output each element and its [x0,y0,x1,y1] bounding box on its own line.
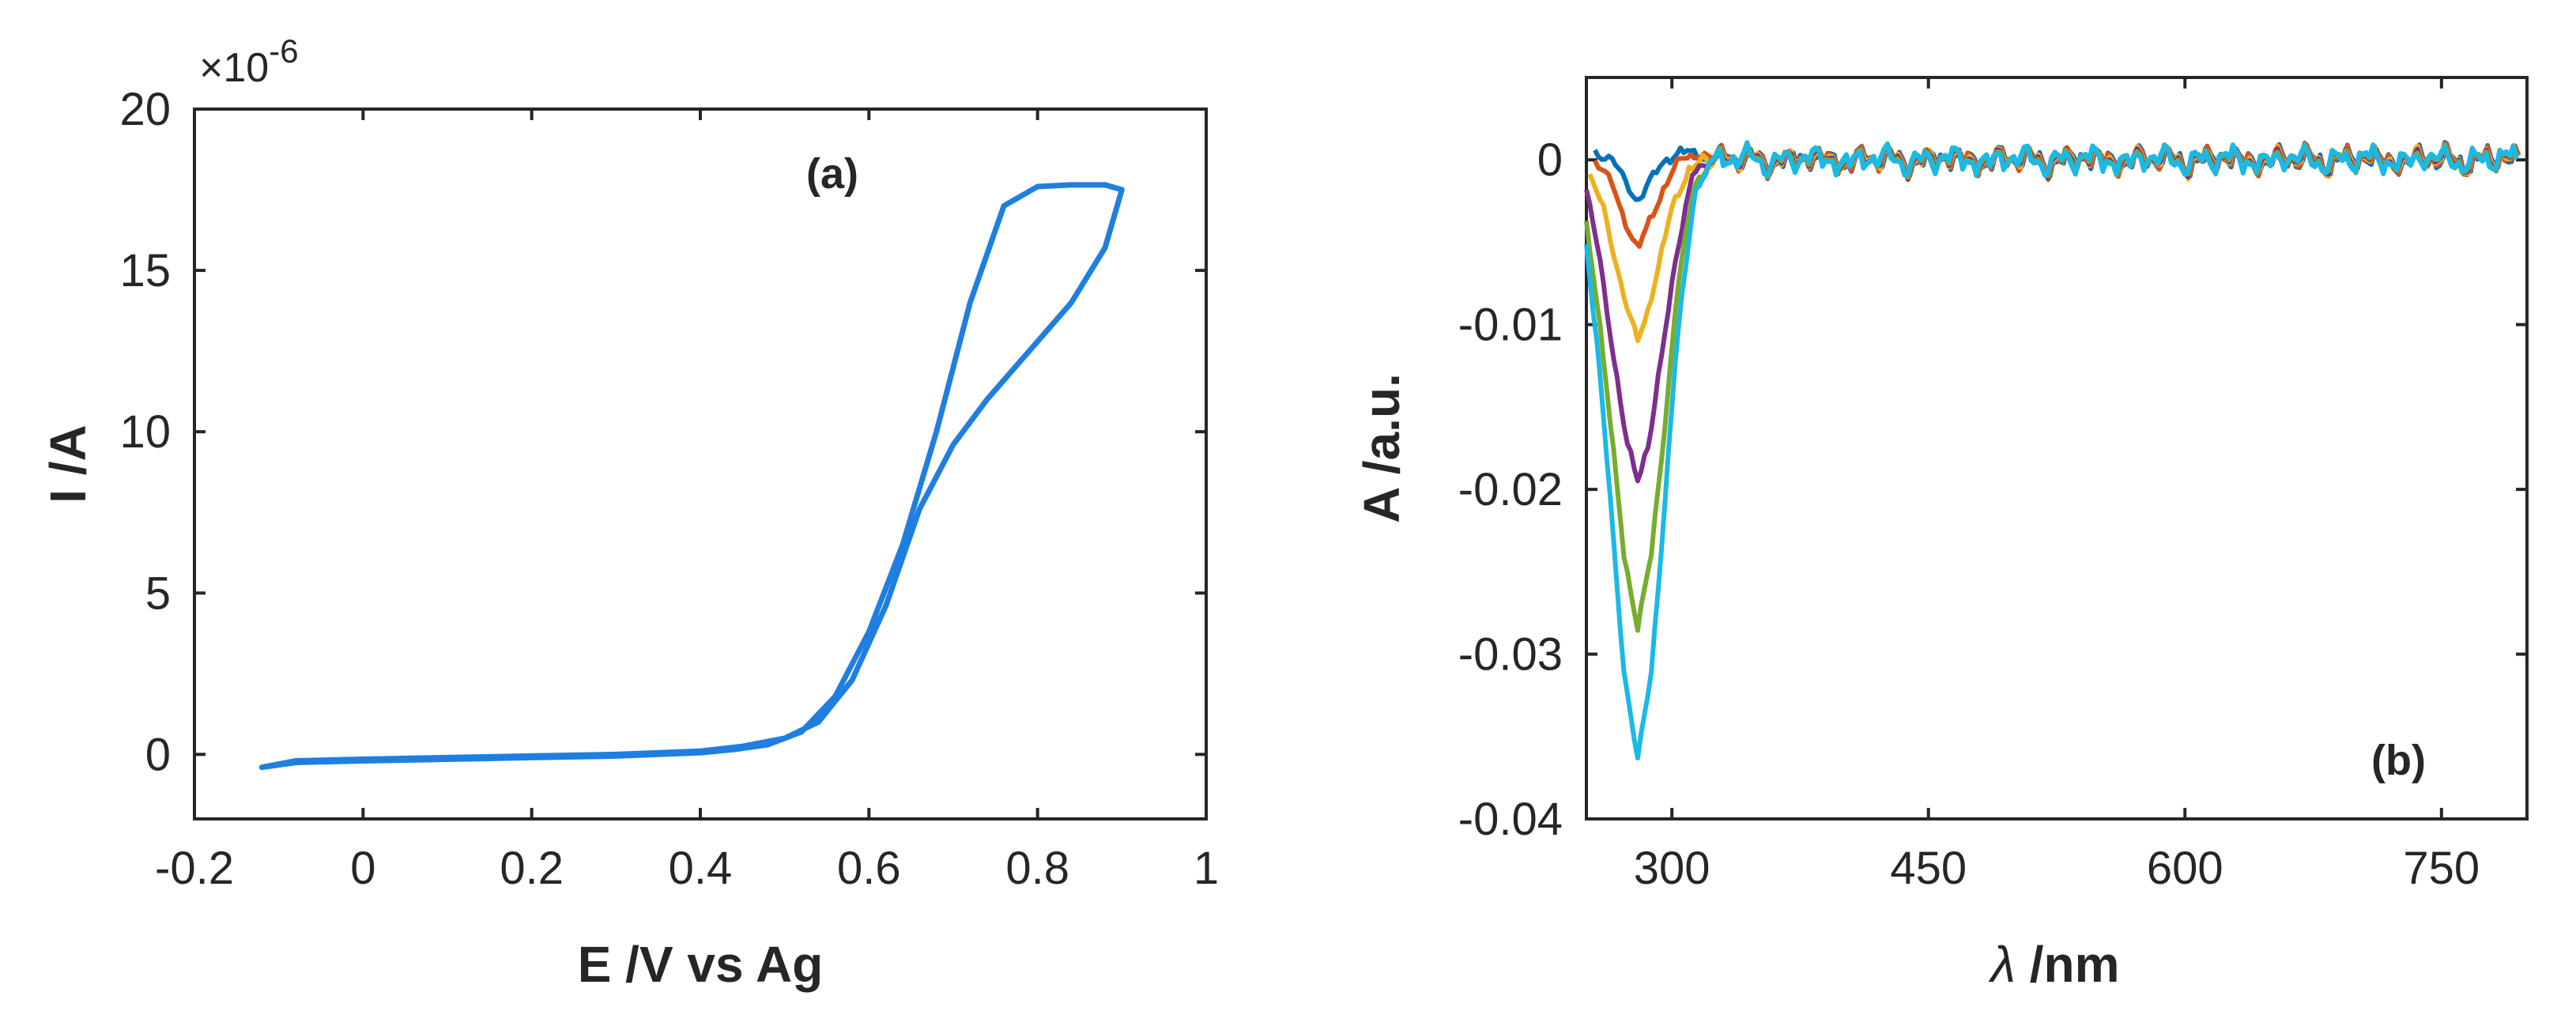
spectra-y-axis-label: A /a.u. [1353,373,1410,523]
cv-ytick-label-3: 15 [119,245,171,296]
spectra-plot-area [1584,140,2521,761]
spectra-series-line-5 [1584,140,2519,761]
cv-axes-frame [193,108,1208,820]
cv-plot-area [258,182,1125,771]
spectra-xtick-label-1: 450 [1890,843,1967,894]
spectra-panel: 300 450 600 750 0 -0.01 -0.02 -0.03 -0.04 (b) λ … [1353,76,2529,993]
spectra-xtick-label-3: 750 [2403,843,2480,894]
cv-ytick-label-2: 10 [119,406,171,458]
cv-xtick-label-3: 0.4 [669,843,733,894]
cv-y-exponent-prefix: ×10 [199,45,269,91]
spectra-x-axis-label: λ /nm [1988,936,2119,993]
spectra-series-line-4 [1584,141,2519,633]
cv-xtick-label-5: 0.8 [1005,843,1069,894]
cv-ytick-label-4: 20 [119,84,171,135]
cv-y-exponent: ×10-6 [199,32,299,91]
spectra-ytick-label-2: -0.02 [1458,464,1563,515]
cv-xtick-label-0: -0.2 [155,843,234,894]
spectra-ytick-label-3: -0.03 [1458,629,1563,681]
cv-xtick-label-6: 1 [1194,843,1219,894]
cv-panel-label: (a) [806,150,858,198]
spectra-panel-label: (b) [2371,737,2426,784]
spectra-ytick-label-0: 0 [1537,134,1563,186]
cv-ytick-label-0: 0 [145,729,171,780]
spectra-ytick-label-4: -0.04 [1458,794,1563,845]
cv-y-axis-label: I /A [40,424,96,504]
cv-ytick-label-1: 5 [145,568,171,619]
cv-xtick-label-2: 0.2 [500,843,564,894]
spectra-xtick-label-0: 300 [1634,843,1710,894]
spectra-series-line-3 [1584,140,2519,484]
cv-x-axis-label: E /V vs Ag [578,936,824,993]
lambda-symbol: λ [1988,936,2016,993]
cv-xtick-label-1: 0 [350,843,375,894]
spectra-x-axis-unit: /nm [2016,936,2120,993]
cv-series-line-0 [258,182,1125,771]
cv-xtick-label-4: 0.6 [837,843,901,894]
spectra-xtick-label-2: 600 [2147,843,2223,894]
spectra-axes-frame [1585,76,2529,820]
spectra-ytick-label-1: -0.01 [1458,300,1563,351]
spectra-ticks: 300 450 600 750 0 -0.01 -0.02 -0.03 -0.04 [1458,77,2527,894]
cv-y-exponent-power: -6 [269,32,298,70]
